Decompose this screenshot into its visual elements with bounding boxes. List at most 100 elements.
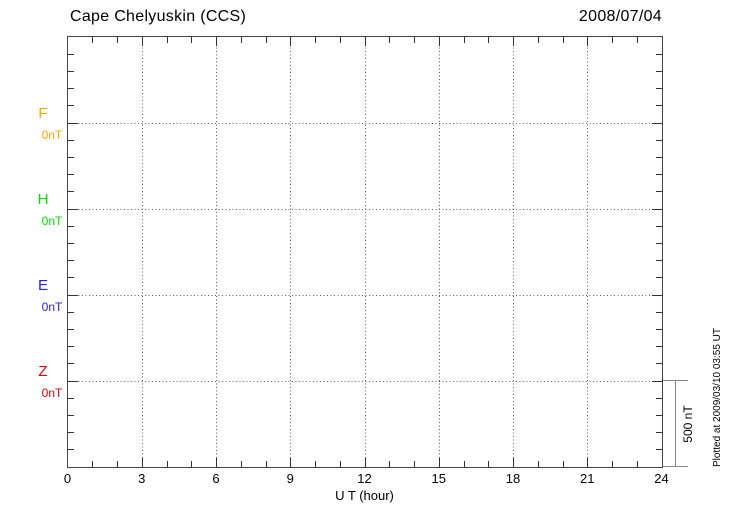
x-axis-tick — [191, 37, 193, 43]
gridline-horizontal — [68, 208, 662, 210]
y-axis-tick — [656, 449, 662, 451]
y-axis-tick — [68, 105, 74, 107]
x-axis-tick — [389, 37, 391, 43]
gridline-vertical — [364, 37, 366, 467]
gridline-vertical — [216, 37, 217, 467]
y-axis-tick — [68, 294, 78, 296]
x-axis-tick — [414, 461, 415, 467]
y-axis-tick — [68, 363, 74, 365]
y-axis-tick — [68, 53, 74, 55]
y-axis-tick — [652, 380, 662, 382]
y-axis-tick — [656, 432, 662, 434]
series-baseline-label-e: 0nT — [41, 300, 63, 314]
x-axis-tick — [612, 461, 613, 467]
x-axis-tick — [92, 461, 94, 467]
x-axis-tick — [240, 37, 242, 43]
hour-tick-label: 0 — [63, 471, 72, 486]
x-axis-tick — [463, 461, 465, 467]
x-axis-tick — [488, 37, 490, 43]
plot-area — [67, 36, 663, 468]
hour-tick-label: 12 — [357, 471, 372, 486]
y-axis-tick — [656, 277, 662, 279]
y-axis-tick — [656, 414, 662, 416]
y-axis-tick — [656, 311, 662, 313]
y-axis-tick — [656, 346, 662, 348]
hour-tick-label: 3 — [138, 471, 146, 486]
y-axis-tick — [68, 311, 74, 313]
y-axis-tick — [656, 242, 662, 244]
series-baseline-label-f: 0nT — [41, 128, 63, 142]
x-axis-tick — [438, 458, 440, 467]
gridline-horizontal — [68, 122, 662, 124]
gridline-vertical — [438, 37, 440, 467]
y-axis-tick — [68, 88, 74, 90]
y-axis-tick — [68, 449, 74, 451]
hour-tick-label: 15 — [431, 471, 446, 486]
y-axis-tick — [656, 139, 662, 141]
y-axis-tick — [68, 414, 74, 416]
hour-tick-label: 6 — [212, 471, 220, 486]
x-axis-tick — [166, 461, 168, 467]
hour-tick-label: 9 — [286, 471, 294, 486]
x-axis-tick — [290, 458, 292, 467]
x-axis-tick — [216, 37, 217, 46]
plotted-at-footnote: Plotted at 2009/03/10 03:55 UT — [712, 328, 723, 467]
x-axis-tick — [364, 37, 366, 46]
series-baseline-label-z: 0nT — [41, 386, 63, 400]
y-axis-tick — [68, 260, 74, 262]
y-axis-tick — [652, 294, 662, 296]
x-axis-tick — [537, 461, 539, 467]
scale-bar-bottom-line — [663, 466, 688, 467]
x-axis-tick — [414, 37, 415, 43]
hour-tick-label: 21 — [580, 471, 595, 486]
y-axis-tick — [652, 122, 662, 124]
x-axis-tick — [463, 37, 465, 43]
x-axis-tick — [537, 37, 539, 43]
x-axis-tick — [117, 37, 118, 43]
x-axis-tick — [92, 37, 94, 43]
gridline-vertical — [513, 37, 514, 467]
y-axis-tick — [68, 70, 74, 72]
gridline-vertical — [290, 37, 292, 467]
x-axis-tick — [587, 458, 589, 467]
y-axis-tick — [68, 122, 78, 124]
y-axis-tick — [68, 156, 74, 158]
y-axis-tick — [656, 260, 662, 262]
y-axis-tick — [68, 191, 74, 193]
gridline-vertical — [141, 37, 143, 467]
y-axis-tick — [656, 105, 662, 107]
y-axis-tick — [68, 380, 78, 382]
series-label-h: H — [37, 191, 49, 208]
x-axis-tick — [117, 461, 118, 467]
hour-tick-label: 18 — [505, 471, 521, 486]
series-baseline-label-h: 0nT — [41, 214, 63, 228]
x-axis-tick — [141, 37, 143, 46]
y-axis-tick — [68, 139, 74, 141]
y-axis-tick — [68, 397, 74, 399]
y-axis-tick — [656, 363, 662, 365]
y-axis-tick — [656, 328, 662, 330]
y-axis-tick — [656, 225, 662, 227]
x-axis-tick — [364, 458, 366, 467]
x-axis-tick — [265, 37, 267, 43]
x-axis-tick — [636, 37, 638, 43]
y-axis-tick — [656, 156, 662, 158]
series-label-e: E — [37, 277, 48, 294]
x-axis-tick — [290, 37, 292, 46]
y-axis-tick — [68, 225, 74, 227]
y-axis-tick — [656, 191, 662, 193]
y-axis-tick — [68, 346, 74, 348]
y-axis-tick — [652, 208, 662, 210]
x-axis-tick — [612, 37, 613, 43]
x-axis-tick — [191, 461, 193, 467]
x-axis-tick — [513, 37, 514, 46]
y-axis-tick — [68, 242, 74, 244]
x-axis-label: U T (hour) — [335, 488, 394, 503]
gridline-vertical — [587, 37, 589, 467]
plot-date: 2008/07/04 — [578, 8, 662, 25]
scale-bar-vertical-line — [675, 380, 676, 467]
x-axis-tick — [389, 461, 391, 467]
y-axis-tick — [68, 174, 74, 176]
y-axis-tick — [656, 53, 662, 55]
